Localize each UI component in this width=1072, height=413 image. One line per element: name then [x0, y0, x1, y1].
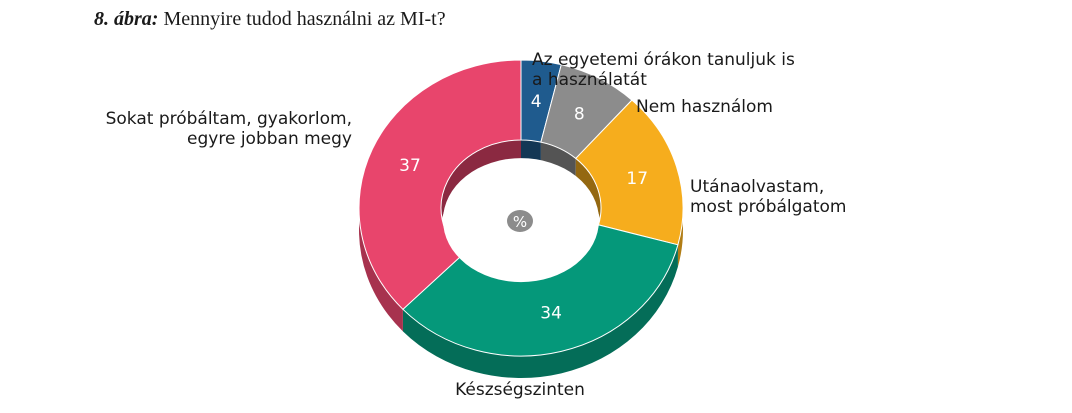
donut-slices: [358, 59, 684, 357]
chart-title-lead: 8. ábra:: [94, 8, 159, 30]
center-label: %: [513, 213, 527, 231]
category-label-4-line-0: Sokat próbáltam, gyakorlom,: [105, 109, 352, 129]
category-label-1: Nem használom: [636, 97, 773, 117]
chart-title: 8. ábra: Mennyire tudod használni az MI-…: [94, 8, 446, 31]
category-label-4: Sokat próbáltam, gyakorlom, egyre jobban…: [60, 109, 352, 149]
slice-4: [358, 59, 522, 311]
value-labels: 4 8 17 34 37: [399, 92, 648, 324]
category-label-2-line-1: most próbálgatom: [690, 197, 847, 217]
value-label-4: 37: [399, 156, 421, 176]
value-label-1: 8: [574, 104, 585, 124]
slice-inner-wall-0: [521, 140, 541, 165]
slice-inner-wall-2: [575, 158, 601, 247]
category-label-2-line-0: Utánaolvastam,: [690, 177, 825, 197]
center-badge: %: [507, 210, 533, 232]
chart-title-text: Mennyire tudod használni az MI-t?: [163, 8, 446, 30]
category-label-0-line-0: Az egyetemi órákon tanuljuk is: [532, 50, 795, 70]
category-label-0-line-1: a használatát: [532, 70, 647, 90]
category-label-3-line-0: Készségszinten: [455, 380, 585, 400]
category-label-4-line-1: egyre jobban megy: [187, 129, 352, 149]
category-label-1-line-0: Nem használom: [636, 97, 773, 117]
category-label-0: Az egyetemi órákon tanuljuk is a használ…: [532, 50, 795, 90]
slice-inner-wall-4: [440, 140, 521, 277]
slice-wall-3: [402, 244, 678, 378]
slice-2: [575, 99, 684, 246]
category-label-2: Utánaolvastam, most próbálgatom: [690, 177, 846, 217]
value-label-3: 34: [540, 304, 562, 324]
category-label-3: Készségszinten: [450, 380, 590, 400]
value-label-2: 17: [626, 169, 648, 189]
value-label-0: 4: [531, 92, 542, 112]
center-badge-circle: [507, 210, 533, 232]
